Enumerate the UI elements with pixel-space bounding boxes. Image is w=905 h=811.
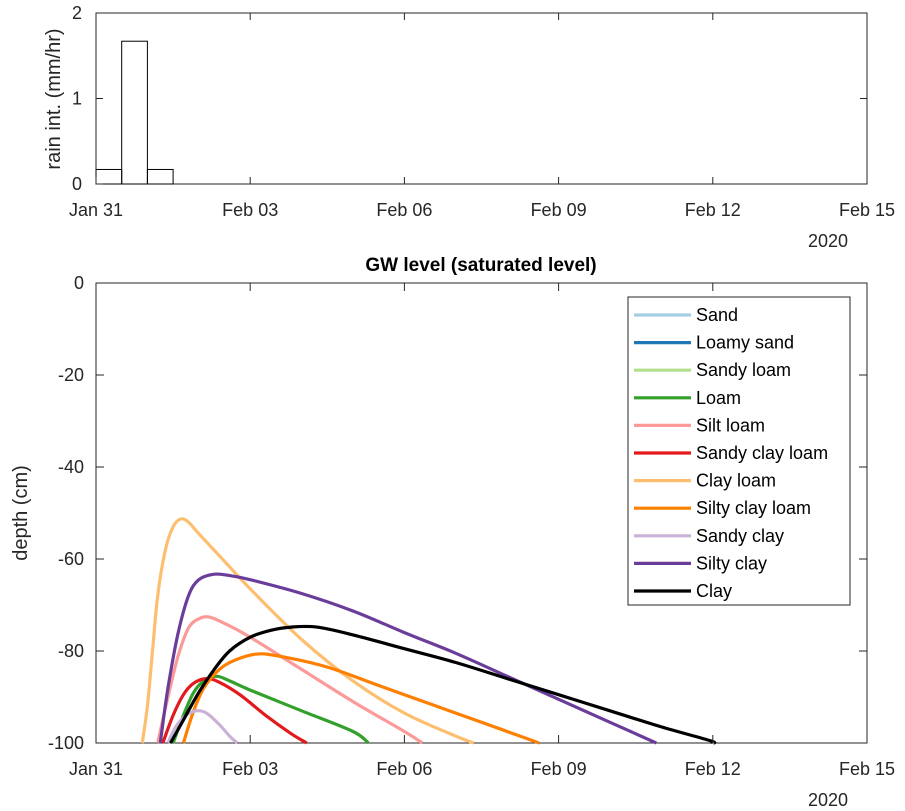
legend-label-sandy-loam: Sandy loam <box>696 360 791 380</box>
rain-x-tick-label: Feb 12 <box>685 200 741 220</box>
rain-bars <box>95 40 174 185</box>
gw-y-axis-label: depth (cm) <box>10 465 32 561</box>
gw-y-ticks: 0 -20 -40 -60 -80 -100 <box>48 273 867 753</box>
gw-x-tick-label: Feb 06 <box>376 759 432 779</box>
gw-x-tick-label: Feb 15 <box>839 759 895 779</box>
series-line-silt-loam <box>156 615 424 745</box>
legend-items: Sand Loamy sand Sandy loam Loam Silt loam San… <box>634 305 828 601</box>
rain-y-tick-label: 0 <box>72 174 82 194</box>
legend-label-silty-clay-loam: Silty clay loam <box>696 498 811 518</box>
legend-label-clay: Clay <box>696 581 732 601</box>
legend: Sand Loamy sand Sandy loam Loam Silt loam San… <box>627 296 851 606</box>
rain-panel: Jan 31 Feb 03 Feb 06 Feb 09 Feb 12 Feb 15 0 1 2… <box>43 3 895 251</box>
legend-label-loamy-sand: Loamy sand <box>696 333 794 353</box>
legend-label-clay-loam: Clay loam <box>696 471 776 491</box>
gw-y-tick-label: 0 <box>74 273 84 293</box>
series-line-clay-loam <box>140 517 475 745</box>
gw-y-tick-label: -80 <box>58 641 84 661</box>
rain-x-tick-label: Feb 06 <box>376 200 432 220</box>
series-line-sandy-clay-loam <box>161 676 308 745</box>
gw-x-tick-label: Feb 03 <box>222 759 278 779</box>
rain-y-ticks: 0 1 2 <box>72 3 867 194</box>
gw-year-label: 2020 <box>808 790 848 810</box>
rain-axes-box <box>95 12 868 185</box>
series-line-sandy-clay <box>166 709 239 745</box>
rain-year-label: 2020 <box>808 231 848 251</box>
rain-y-tick-label: 2 <box>72 3 82 23</box>
gw-x-tick-label: Feb 12 <box>685 759 741 779</box>
rain-x-tick-label: Feb 15 <box>839 200 895 220</box>
series-line-silty-clay-loam <box>181 652 541 745</box>
rain-x-tick-label: Feb 09 <box>531 200 587 220</box>
legend-label-silt-loam: Silt loam <box>696 415 765 435</box>
rain-x-tick-label: Jan 31 <box>69 200 123 220</box>
gw-x-ticks: Jan 31 Feb 03 Feb 06 Feb 09 Feb 12 Feb 15 <box>69 283 895 779</box>
gw-x-tick-label: Feb 09 <box>531 759 587 779</box>
rain-bar-1 <box>121 40 148 185</box>
series-line-clay <box>169 624 717 745</box>
gw-y-tick-label: -40 <box>58 457 84 477</box>
legend-label-sandy-clay: Sandy clay <box>696 526 784 546</box>
gw-y-tick-label: -20 <box>58 365 84 385</box>
gw-x-tick-label: Jan 31 <box>69 759 123 779</box>
gw-chart-title: GW level (saturated level) <box>365 255 596 276</box>
rain-bar-2 <box>146 168 174 185</box>
series-line-loam <box>171 674 370 745</box>
legend-label-sandy-clay-loam: Sandy clay loam <box>696 443 828 463</box>
legend-label-sand: Sand <box>696 305 738 325</box>
gw-series-lines <box>140 517 717 745</box>
legend-box <box>627 296 851 606</box>
legend-label-loam: Loam <box>696 388 741 408</box>
gw-y-tick-label: -100 <box>48 733 84 753</box>
rain-y-axis-label: rain int. (mm/hr) <box>43 28 65 169</box>
legend-label-silty-clay: Silty clay <box>696 553 767 573</box>
gw-y-tick-label: -60 <box>58 549 84 569</box>
rain-y-tick-label: 1 <box>72 89 82 109</box>
gw-panel: GW level (saturated level) Jan 31 Feb 03 F… <box>10 255 895 810</box>
rain-x-tick-label: Feb 03 <box>222 200 278 220</box>
rain-x-ticks: Jan 31 Feb 03 Feb 06 Feb 09 Feb 12 Feb 15 <box>69 13 895 220</box>
